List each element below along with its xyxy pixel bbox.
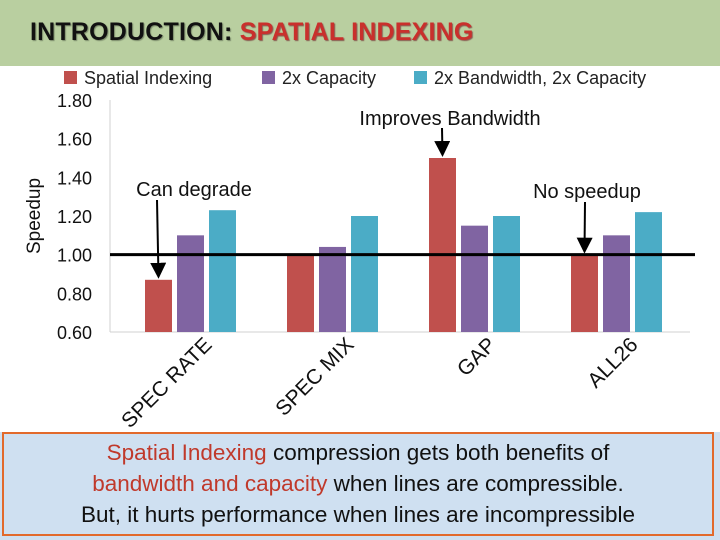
y-tick-label: 0.80 <box>57 284 92 304</box>
legend-swatch <box>64 71 77 84</box>
bar <box>177 235 204 332</box>
summary-line-3: But, it hurts performance when lines are… <box>80 502 635 527</box>
bar <box>461 225 488 332</box>
annotation-arrow <box>150 199 167 279</box>
bar <box>209 210 236 332</box>
legend-label: Spatial Indexing <box>84 68 212 88</box>
bar <box>287 254 314 332</box>
bar-chart: Spatial Indexing 2x Capacity 2x Bandwidth,… <box>0 66 720 432</box>
annotation-text: Can degrade <box>136 179 252 201</box>
bar <box>351 216 378 332</box>
annotation-text: Improves Bandwidth <box>359 108 540 130</box>
annotation-arrow <box>576 201 593 254</box>
summary-text-2: when lines are compressible. <box>327 471 624 496</box>
annotation-text: No speedup <box>533 181 641 203</box>
summary-highlight-1: Spatial Indexing <box>106 440 267 465</box>
y-tick-label: 1.00 <box>57 246 92 266</box>
y-tick-label: 0.60 <box>57 323 92 343</box>
slide-title: INTRODUCTION: SPATIAL INDEXING <box>30 18 474 47</box>
annotation-arrow <box>434 127 451 157</box>
summary-line-2: bandwidth and capacity when lines are co… <box>4 468 712 499</box>
bar <box>493 216 520 332</box>
y-tick-label: 1.80 <box>57 91 92 111</box>
bar <box>145 279 172 332</box>
y-tick-label: 1.40 <box>57 168 92 188</box>
title-highlight: SPATIAL INDEXING <box>239 18 474 46</box>
summary-panel: Spatial Indexing compression gets both b… <box>0 432 720 540</box>
title-prefix: INTRODUCTION: <box>30 18 233 46</box>
y-axis-label: Speedup <box>24 178 45 254</box>
legend-swatch <box>262 71 275 84</box>
legend-swatch <box>414 71 427 84</box>
slide-header: INTRODUCTION: SPATIAL INDEXING <box>0 0 720 66</box>
legend-label: 2x Capacity <box>282 68 376 88</box>
y-tick-label: 1.20 <box>57 207 92 227</box>
summary-highlight-2: bandwidth and capacity <box>92 471 328 496</box>
bar <box>319 246 346 332</box>
y-tick-label: 1.60 <box>57 130 92 150</box>
summary-text-1: compression gets both benefits of <box>266 440 610 465</box>
summary-box: Spatial Indexing compression gets both b… <box>2 432 714 536</box>
bar <box>429 158 456 332</box>
bar <box>603 235 630 332</box>
bar <box>635 212 662 332</box>
legend-label: 2x Bandwidth, 2x Capacity <box>434 68 646 88</box>
bar <box>571 254 598 332</box>
summary-line-1: Spatial Indexing compression gets both b… <box>4 437 712 468</box>
